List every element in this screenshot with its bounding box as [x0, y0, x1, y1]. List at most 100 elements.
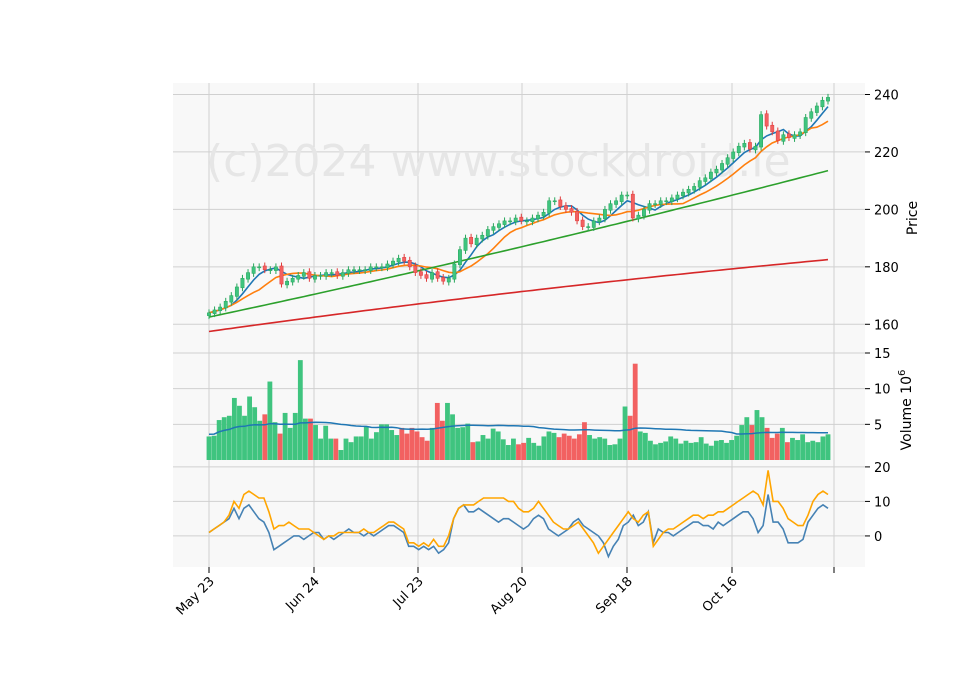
volume-bar: [576, 434, 582, 460]
candle-body: [469, 236, 474, 245]
candle-body: [547, 200, 552, 214]
candle-body: [736, 145, 741, 154]
volume-bar: [779, 427, 785, 460]
price-y-tick-label: 160: [874, 318, 899, 333]
volume-bar: [810, 440, 816, 460]
volume-bar: [582, 422, 587, 460]
volume-bar: [460, 427, 466, 460]
candle-body: [313, 275, 317, 280]
candle-body: [474, 237, 479, 245]
volume-bar: [384, 424, 389, 460]
volume-bar: [698, 437, 704, 460]
volume-bar: [556, 437, 562, 460]
volume-moving-average: [208, 421, 829, 436]
volume-bar: [353, 436, 359, 460]
volume-bar: [526, 437, 532, 460]
volume-bar: [536, 445, 542, 460]
volume-bar: [292, 412, 298, 460]
candle-body: [407, 259, 412, 268]
candle-body: [329, 272, 334, 274]
volume-bar: [592, 438, 598, 460]
candle-body: [357, 269, 362, 271]
volume-bar: [455, 427, 461, 460]
candlesticks: [207, 93, 830, 320]
volume-axis-label-exponent: 6: [897, 370, 908, 376]
candle-body: [229, 295, 234, 303]
candle-body: [513, 217, 518, 222]
volume-bar: [358, 436, 364, 460]
volume-bar: [719, 440, 724, 460]
price-y-tick-label: 220: [874, 146, 899, 161]
volume-bar: [237, 405, 242, 460]
candle-body: [575, 211, 579, 222]
volume-bar: [490, 428, 496, 460]
candle-body: [223, 301, 228, 309]
volume-bars: [206, 360, 831, 460]
candle-body: [603, 209, 607, 220]
volume-bar: [708, 445, 714, 460]
volume-bar: [541, 436, 547, 460]
candle-body: [262, 265, 267, 270]
volume-bar: [262, 414, 268, 460]
candle-body: [446, 278, 451, 283]
volume-bar: [511, 438, 516, 460]
candle-body: [731, 151, 736, 159]
volume-bar: [394, 435, 400, 460]
volume-bar: [724, 442, 729, 460]
candle-body: [820, 99, 825, 108]
volume-bar: [734, 435, 740, 460]
candle-body: [642, 209, 646, 217]
volume-bar: [313, 425, 318, 460]
candle-body: [279, 265, 284, 285]
candle-body: [485, 229, 490, 237]
volume-bar: [612, 444, 618, 460]
oscillator-lines: [208, 470, 829, 559]
volume-bar: [683, 440, 689, 460]
candle-body: [686, 189, 691, 194]
candle-body: [324, 272, 329, 277]
oscillator-y-tick-label: 10: [874, 495, 891, 510]
candle-body: [246, 272, 250, 280]
volume-bar: [790, 437, 795, 460]
candle-body: [798, 131, 803, 136]
volume-bar: [404, 433, 410, 460]
volume-bar: [713, 440, 719, 460]
candle-body: [207, 312, 211, 316]
candle-body: [335, 271, 340, 276]
volume-bar: [226, 415, 232, 460]
volume-bar: [297, 360, 303, 460]
candle-body: [413, 265, 418, 273]
candle-body: [692, 186, 697, 191]
candle-body: [614, 200, 619, 205]
candle-body: [374, 266, 379, 269]
candle-body: [725, 157, 730, 165]
volume-bar: [465, 423, 471, 460]
volume-bar: [693, 442, 699, 460]
volume-bar: [419, 437, 425, 460]
candle-body: [586, 226, 591, 228]
candle-body: [458, 249, 462, 266]
price-y-tick-label: 180: [874, 261, 899, 276]
candle-body: [234, 286, 239, 297]
candle-body: [251, 266, 256, 274]
volume-bar: [445, 402, 450, 460]
volume-bar: [231, 397, 237, 460]
oscillator-y-tick-label: 0: [874, 530, 882, 545]
candle-body: [759, 114, 764, 148]
candle-body: [681, 191, 685, 197]
oscillator-line-1: [208, 494, 829, 559]
candle-body: [764, 113, 769, 127]
volume-bar: [602, 438, 608, 460]
price-axis-label: Price: [905, 201, 921, 235]
volume-bar: [424, 440, 430, 460]
price-y-tick-label: 240: [874, 88, 899, 103]
volume-bar: [566, 435, 572, 460]
volume-bar: [678, 443, 684, 460]
candle-body: [630, 193, 635, 219]
volume-bar: [495, 431, 501, 460]
candle-body: [770, 124, 775, 133]
volume-bar: [739, 425, 745, 460]
candle-body: [480, 234, 485, 240]
volume-bar: [302, 418, 308, 460]
